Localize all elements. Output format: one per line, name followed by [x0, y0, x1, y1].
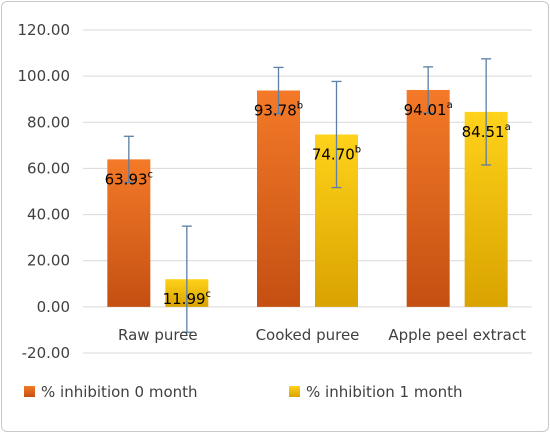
legend-label: % inhibition 1 month [306, 383, 463, 401]
data-label: 84.51a [462, 122, 511, 141]
category-label: Apple peel extract [388, 326, 526, 344]
data-label: 93.78b [254, 100, 303, 119]
legend: % inhibition 0 month % inhibition 1 month [24, 383, 463, 401]
data-label: 94.01a [404, 100, 453, 119]
legend-swatch [289, 386, 300, 397]
y-tick-label: 80.00 [27, 113, 70, 131]
y-tick-label: 0.00 [37, 298, 70, 316]
bar [257, 90, 300, 307]
y-tick-label: -20.00 [22, 344, 70, 362]
legend-swatch [24, 386, 35, 397]
bar [406, 89, 450, 307]
y-tick-label: 60.00 [27, 159, 70, 177]
legend-label: % inhibition 0 month [41, 383, 198, 401]
data-labels: 63.93c 11.99c 93.78b 74.70b 94.01a 84.51a [105, 100, 511, 308]
y-tick-label: 40.00 [27, 206, 70, 224]
data-label: 11.99c [163, 289, 211, 308]
y-axis-ticks: 120.00 100.00 80.00 60.00 40.00 20.00 0.00 -20.… [18, 21, 71, 362]
bar [107, 159, 151, 307]
data-label: 74.70b [312, 145, 361, 164]
data-label: 63.93c [105, 169, 153, 188]
category-labels: Raw puree Cooked puree Apple peel extract [118, 326, 526, 344]
gridlines [83, 29, 532, 354]
error-bars [123, 58, 492, 333]
category-label: Raw puree [118, 326, 198, 344]
y-tick-label: 120.00 [18, 21, 71, 39]
y-tick-label: 20.00 [27, 252, 70, 270]
category-label: Cooked puree [256, 326, 360, 344]
y-tick-label: 100.00 [18, 67, 71, 85]
bars [107, 89, 508, 307]
